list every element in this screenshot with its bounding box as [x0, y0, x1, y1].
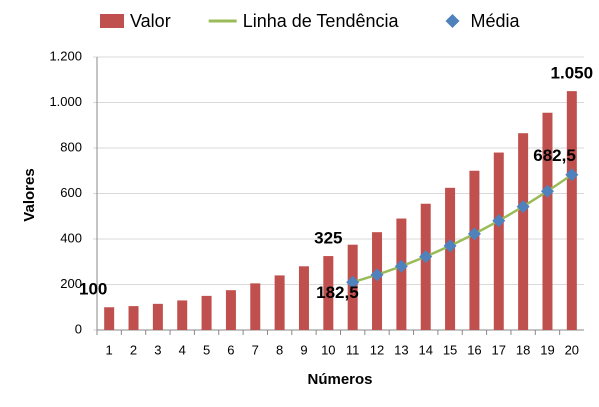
- bar: [566, 91, 577, 330]
- bar: [274, 275, 285, 330]
- marker: [443, 239, 457, 253]
- y-tick-label: 200: [60, 276, 82, 291]
- data-label: 1.050: [551, 64, 594, 83]
- y-tick-label: 800: [60, 139, 82, 154]
- x-tick-label: 8: [276, 342, 283, 357]
- marker: [467, 227, 481, 241]
- marker: [394, 259, 408, 273]
- marker: [492, 214, 506, 228]
- bar: [250, 283, 261, 330]
- bar: [298, 266, 309, 330]
- bar: [201, 295, 212, 330]
- legend-swatch: [100, 14, 124, 28]
- marker: [565, 168, 579, 182]
- legend-swatch: [445, 14, 460, 28]
- legend-label: Linha de Tendência: [243, 11, 400, 31]
- marker: [346, 275, 360, 289]
- x-tick-label: 1: [106, 342, 113, 357]
- data-label: 100: [79, 280, 107, 299]
- bar: [323, 256, 334, 330]
- x-tick-label: 19: [540, 342, 554, 357]
- bar: [225, 290, 236, 330]
- x-tick-label: 4: [179, 342, 186, 357]
- x-tick-label: 3: [154, 342, 161, 357]
- x-tick-label: 10: [321, 342, 335, 357]
- x-tick-label: 16: [467, 342, 481, 357]
- marker: [370, 268, 384, 282]
- x-tick-label: 20: [565, 342, 579, 357]
- x-axis-title: Números: [307, 371, 372, 388]
- x-tick-label: 2: [130, 342, 137, 357]
- bar: [493, 152, 504, 330]
- x-tick-label: 18: [516, 342, 530, 357]
- x-tick-label: 15: [443, 342, 457, 357]
- bar: [128, 306, 139, 330]
- bar: [177, 300, 188, 330]
- bar: [104, 307, 115, 330]
- y-axis-title: Valores: [21, 168, 38, 221]
- y-tick-label: 600: [60, 185, 82, 200]
- x-tick-label: 9: [300, 342, 307, 357]
- data-label: 682,5: [533, 146, 576, 165]
- bar: [518, 133, 529, 330]
- x-tick-label: 6: [227, 342, 234, 357]
- x-tick-label: 11: [346, 342, 360, 357]
- data-label: 325: [314, 229, 342, 248]
- marker: [540, 184, 554, 198]
- marker: [516, 200, 530, 214]
- x-tick-label: 7: [252, 342, 259, 357]
- bar: [396, 218, 407, 330]
- bar: [445, 187, 456, 330]
- bar: [420, 203, 431, 330]
- trend-line: [352, 173, 573, 284]
- bar: [542, 112, 553, 330]
- annotation: 182,5: [316, 283, 359, 302]
- y-tick-label: 1.200: [49, 48, 82, 63]
- x-tick-label: 17: [492, 342, 506, 357]
- x-tick-label: 12: [370, 342, 384, 357]
- x-tick-label: 14: [418, 342, 432, 357]
- bar: [469, 170, 480, 330]
- x-tick-label: 5: [203, 342, 210, 357]
- y-tick-label: 400: [60, 230, 82, 245]
- legend-label: Valor: [130, 11, 171, 31]
- legend-label: Média: [471, 11, 521, 31]
- y-tick-label: 0: [75, 321, 82, 336]
- bar: [152, 303, 163, 330]
- marker: [419, 250, 433, 264]
- y-tick-label: 1.000: [49, 94, 82, 109]
- x-tick-label: 13: [394, 342, 408, 357]
